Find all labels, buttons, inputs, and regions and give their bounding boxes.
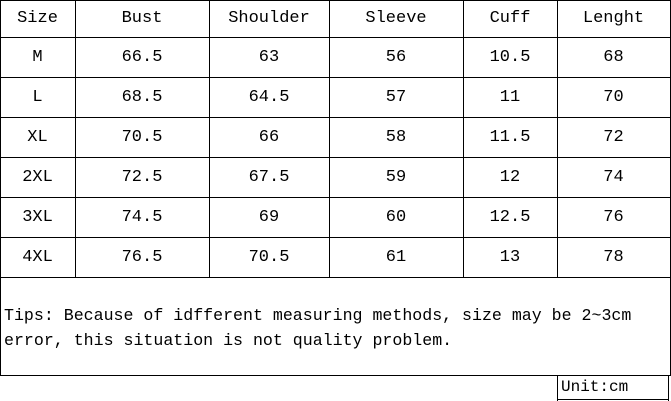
header-cell: Size xyxy=(17,9,58,28)
header-cell: Shoulder xyxy=(228,9,310,28)
table-cell: 64.5 xyxy=(248,87,290,107)
grid-line xyxy=(0,277,1,375)
grid-line xyxy=(0,237,671,238)
header-cell: Cuff xyxy=(489,9,531,28)
divider xyxy=(557,399,669,400)
table-cell: 4XL xyxy=(22,247,53,267)
grid-line xyxy=(0,77,671,78)
table-cell: 70.5 xyxy=(121,127,163,147)
table-cell: 56 xyxy=(385,47,407,67)
table-cell: 67.5 xyxy=(248,167,290,187)
grid-line xyxy=(0,0,1,277)
table-cell: 58 xyxy=(385,127,407,147)
header-cell: Sleeve xyxy=(365,9,427,28)
table-cell: XL xyxy=(27,127,48,147)
table-cell: 74.5 xyxy=(121,207,163,227)
table-cell: 60 xyxy=(385,207,407,227)
table-cell: 10.5 xyxy=(489,47,531,67)
table-cell: 12 xyxy=(499,167,521,187)
grid-line xyxy=(557,0,558,277)
table-cell: 66 xyxy=(258,127,280,147)
grid-line xyxy=(209,0,210,277)
table-cell: 70.5 xyxy=(248,247,290,267)
table-cell: L xyxy=(32,87,43,107)
grid-line xyxy=(0,0,671,1)
table-cell: 76 xyxy=(603,207,624,227)
divider xyxy=(557,375,558,401)
table-cell: 12.5 xyxy=(489,207,531,227)
grid-line xyxy=(463,0,464,277)
table-cell: 76.5 xyxy=(121,247,163,267)
table-cell: 78 xyxy=(603,247,624,267)
table-cell: 59 xyxy=(385,167,407,187)
table-cell: 61 xyxy=(385,247,407,267)
table-cell: 66.5 xyxy=(121,47,163,67)
grid-line xyxy=(75,0,76,277)
grid-line xyxy=(0,157,671,158)
grid-line xyxy=(0,197,671,198)
grid-line xyxy=(0,37,671,38)
table-cell: 63 xyxy=(258,47,280,67)
table-cell: 69 xyxy=(258,207,280,227)
table-cell: 13 xyxy=(499,247,521,267)
header-cell: Bust xyxy=(121,9,163,28)
grid-line xyxy=(329,0,330,277)
tips-text: Tips: Because of idfferent measuring met… xyxy=(4,306,632,350)
table-cell: 70 xyxy=(603,87,624,107)
divider xyxy=(0,375,671,376)
unit-label: Unit:cm xyxy=(561,378,629,396)
table-cell: 68.5 xyxy=(121,87,163,107)
table-cell: M xyxy=(32,47,43,67)
table-cell: 72.5 xyxy=(121,167,163,187)
table-cell: 2XL xyxy=(22,167,53,187)
table-cell: 68 xyxy=(603,47,624,67)
grid-line xyxy=(0,277,671,278)
table-cell: 72 xyxy=(603,127,624,147)
table-cell: 11.5 xyxy=(489,127,531,147)
table-cell: 3XL xyxy=(22,207,53,227)
table-cell: 11 xyxy=(499,87,521,107)
header-cell: Lenght xyxy=(582,9,645,28)
table-cell: 57 xyxy=(385,87,407,107)
grid-line xyxy=(0,117,671,118)
divider xyxy=(668,375,669,401)
table-cell: 74 xyxy=(603,167,624,187)
